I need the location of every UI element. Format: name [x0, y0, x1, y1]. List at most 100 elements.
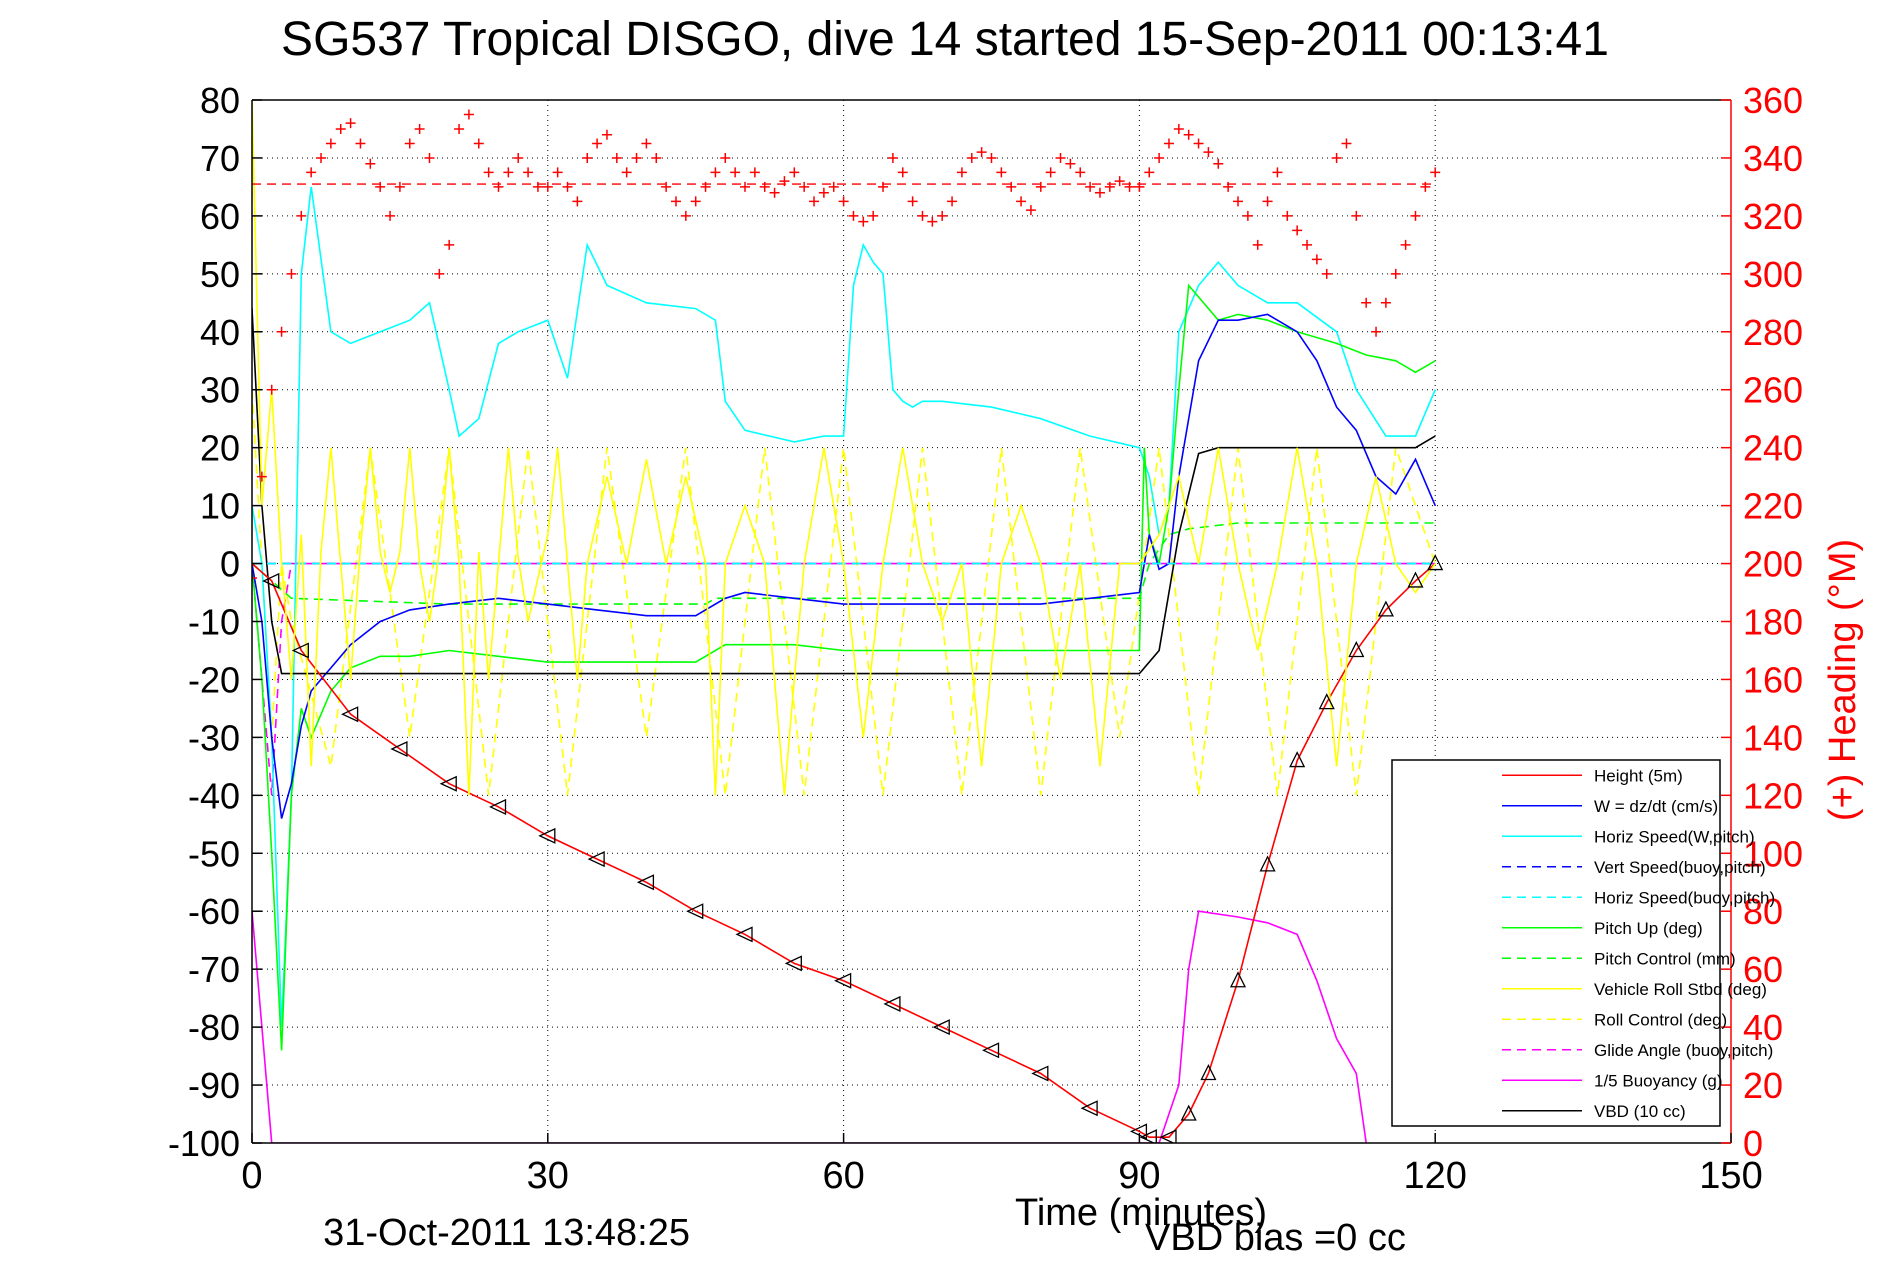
- legend-entry: Height (5m): [1594, 766, 1683, 785]
- y2-tick-label: 40: [1743, 1007, 1783, 1048]
- heading-marker: [779, 176, 790, 187]
- y2-tick-label: 60: [1743, 949, 1783, 990]
- height-marker: [390, 740, 408, 757]
- heading-marker: [375, 181, 386, 192]
- y2-tick-label: 260: [1743, 370, 1803, 411]
- y2-tick-label: 280: [1743, 312, 1803, 353]
- heading-marker: [700, 181, 711, 192]
- height-marker: [291, 642, 309, 659]
- heading-marker: [434, 268, 445, 279]
- heading-marker: [1223, 181, 1234, 192]
- heading-marker: [493, 181, 504, 192]
- height-marker: [981, 1042, 1000, 1059]
- heading-marker: [1400, 239, 1411, 250]
- series-line-11: [252, 308, 1436, 675]
- legend-box: [1391, 759, 1721, 1127]
- heading-marker: [256, 471, 267, 482]
- y2-tick-label: 100: [1743, 833, 1803, 874]
- heading-marker: [1025, 205, 1036, 216]
- height-marker: [488, 798, 507, 815]
- legend-entry: VBD (10 cc): [1594, 1102, 1686, 1121]
- heading-marker: [1144, 167, 1155, 178]
- height-marker: [1031, 1065, 1049, 1082]
- heading-marker: [986, 152, 997, 163]
- heading-marker: [601, 129, 612, 140]
- y-tick-label: 30: [200, 370, 240, 411]
- heading-marker: [513, 152, 524, 163]
- heading-marker: [1163, 138, 1174, 149]
- heading-marker: [394, 181, 405, 192]
- heading-marker: [1045, 167, 1056, 178]
- heading-marker: [414, 123, 425, 134]
- heading-marker: [1420, 181, 1431, 192]
- heading-marker: [710, 167, 721, 178]
- y2-tick-label: 320: [1743, 196, 1803, 237]
- heading-marker: [1321, 268, 1332, 279]
- heading-marker: [1252, 239, 1263, 250]
- heading-marker: [1104, 181, 1115, 192]
- heading-marker: [473, 138, 484, 149]
- heading-marker: [690, 196, 701, 207]
- heading-marker: [1154, 152, 1165, 163]
- heading-marker: [424, 152, 435, 163]
- y-tick-label: -70: [188, 949, 240, 990]
- heading-marker: [878, 181, 889, 192]
- heading-marker: [1134, 181, 1145, 192]
- y2-tick-label: 120: [1743, 775, 1803, 816]
- heading-marker: [345, 118, 356, 129]
- height-marker: [932, 1019, 950, 1036]
- heading-marker: [1035, 181, 1046, 192]
- heading-marker: [858, 216, 869, 227]
- y-tick-label: 20: [200, 428, 240, 469]
- legend-entry: Pitch Control (mm): [1594, 949, 1736, 968]
- footer-timestamp: 31-Oct-2011 13:48:25: [323, 1212, 690, 1254]
- footer-vbd-bias: VBD bias =0 cc: [1145, 1217, 1406, 1259]
- legend-entry: Vehicle Roll Stbd (deg): [1594, 980, 1767, 999]
- y-tick-label: -30: [188, 717, 240, 758]
- heading-marker: [355, 138, 366, 149]
- x-tick-label: 30: [527, 1155, 569, 1197]
- heading-marker: [966, 152, 977, 163]
- legend-entry: Roll Control (deg): [1594, 1010, 1727, 1029]
- y-tick-label: 70: [200, 138, 240, 179]
- heading-marker: [1233, 196, 1243, 207]
- heading-marker: [730, 167, 741, 178]
- heading-marker: [956, 167, 967, 178]
- heading-marker: [252, 573, 257, 584]
- height-marker: [1427, 554, 1444, 571]
- height-marker: [636, 874, 655, 891]
- series-line-7: [252, 100, 1436, 796]
- heading-marker: [1124, 181, 1135, 192]
- heading-marker: [1085, 181, 1096, 192]
- heading-marker: [917, 210, 928, 221]
- height-marker: [1200, 1064, 1217, 1081]
- heading-marker: [976, 147, 987, 158]
- heading-marker: [818, 187, 829, 198]
- heading-marker: [887, 152, 898, 163]
- series-group: [252, 100, 1444, 1143]
- heading-marker: [947, 196, 958, 207]
- height-marker: [1318, 693, 1335, 710]
- y2-tick-label: 360: [1743, 80, 1803, 121]
- y2-tick-label: 300: [1743, 254, 1803, 295]
- height-marker: [538, 827, 556, 844]
- heading-marker: [276, 326, 287, 337]
- heading-marker: [454, 123, 465, 134]
- heading-marker: [720, 152, 731, 163]
- y2-tick-label: 160: [1743, 659, 1803, 700]
- plot-area: 0 30 60 90 120 15080706050403020100-10-20-30-…: [168, 80, 1803, 1197]
- heading-marker: [848, 210, 859, 221]
- heading-marker: [1173, 123, 1184, 134]
- heading-marker: [661, 181, 672, 192]
- height-marker: [735, 926, 753, 943]
- heading-marker: [1341, 138, 1352, 149]
- heading-marker: [463, 109, 474, 120]
- legend-entry: Pitch Up (deg): [1594, 919, 1703, 938]
- y2-tick-label: 200: [1743, 544, 1803, 585]
- heading-marker: [592, 138, 603, 149]
- series-line-6: [252, 522, 1436, 605]
- y-tick-label: -20: [188, 659, 240, 700]
- heading-marker: [1302, 239, 1313, 250]
- y-tick-label: -100: [168, 1123, 240, 1164]
- legend-entry: Glide Angle (buoy,pitch): [1594, 1041, 1773, 1060]
